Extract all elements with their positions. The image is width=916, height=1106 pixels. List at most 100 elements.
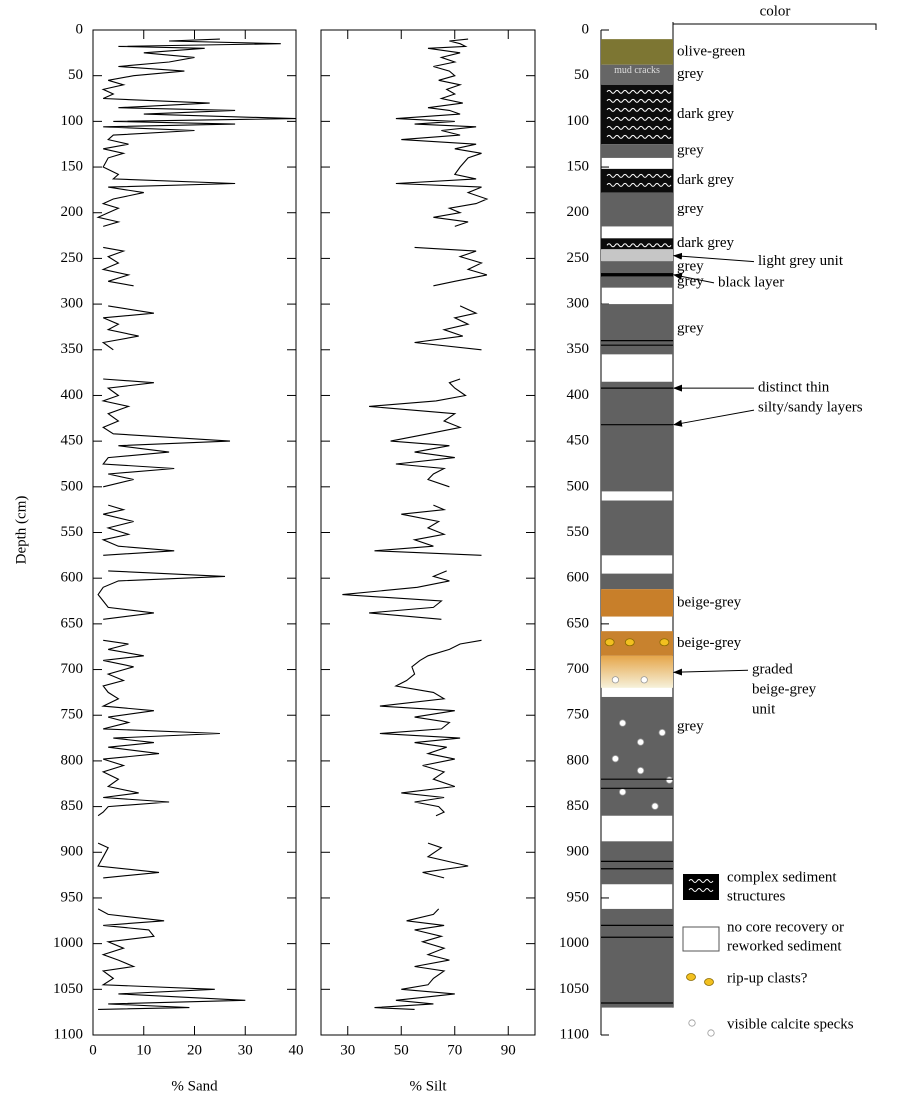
- lithology-unit: [601, 39, 673, 65]
- calcite-speck: [611, 755, 620, 763]
- note-arrow: [673, 272, 715, 284]
- y-tick-label: 450: [61, 433, 84, 449]
- y-tick-label: 800: [567, 752, 590, 768]
- unit-label: dark grey: [677, 106, 735, 122]
- wave-pattern: [606, 116, 672, 121]
- lithology-unit: [601, 381, 673, 492]
- calcite-speck: [658, 728, 666, 737]
- wave-pattern: [606, 125, 672, 130]
- y-tick-label: 850: [567, 798, 590, 814]
- x-axis-label: % Sand: [171, 1078, 218, 1094]
- y-tick-label: 650: [567, 615, 590, 631]
- x-tick-label: 50: [394, 1042, 409, 1058]
- y-tick-label: 0: [582, 21, 590, 37]
- legend-text: complex sediment: [727, 869, 837, 885]
- lithology-unit: [601, 304, 673, 355]
- profile-line: [96, 38, 297, 1010]
- y-tick-label: 150: [61, 158, 84, 174]
- x-tick-label: 30: [238, 1042, 253, 1058]
- y-tick-label: 500: [567, 478, 590, 494]
- note-text: graded: [752, 662, 793, 678]
- note-text: beige-grey: [752, 682, 817, 698]
- unit-inner-label: mud cracks: [614, 65, 660, 76]
- y-tick-label: 1000: [53, 935, 83, 951]
- y-tick-label: 900: [61, 844, 84, 860]
- calcite-speck: [640, 676, 648, 684]
- unit-label: grey: [677, 321, 704, 337]
- unit-label: dark grey: [677, 235, 735, 251]
- unit-label: grey: [677, 66, 704, 82]
- y-tick-label: 400: [61, 387, 84, 403]
- unit-label: beige-grey: [677, 635, 742, 651]
- note-arrow: [673, 252, 755, 263]
- note-arrow: [673, 668, 749, 676]
- unit-label: grey: [677, 274, 704, 290]
- wave-pattern: [688, 879, 714, 883]
- calcite-speck: [636, 766, 645, 775]
- y-tick-label: 1100: [54, 1026, 83, 1042]
- lithology-unit: [601, 249, 673, 262]
- note-text: unit: [752, 702, 776, 718]
- legend-text: no core recovery or: [727, 919, 844, 935]
- legend-text: structures: [727, 888, 785, 904]
- rip-up-clast: [659, 638, 670, 647]
- lithology-unit: [601, 655, 673, 688]
- legend-text: rip-up clasts?: [727, 970, 808, 986]
- y-tick-label: 500: [61, 478, 84, 494]
- note-text: distinct thin: [758, 380, 830, 396]
- wave-pattern: [606, 89, 672, 94]
- lithology-unit: [601, 168, 673, 193]
- y-tick-label: 200: [567, 204, 590, 220]
- x-tick-label: 30: [340, 1042, 355, 1058]
- calcite-speck: [618, 719, 627, 727]
- calcite-speck: [636, 738, 645, 746]
- y-tick-label: 900: [567, 844, 590, 860]
- y-tick-label: 350: [567, 341, 590, 357]
- y-tick-label: 250: [567, 250, 590, 266]
- y-tick-label: 950: [567, 889, 590, 905]
- header-bracket: [672, 23, 877, 30]
- lithology-unit: [601, 84, 673, 145]
- y-tick-label: 1000: [559, 935, 589, 951]
- y-tick-label: 700: [61, 661, 84, 677]
- calcite-speck: [618, 788, 627, 796]
- note-text: black layer: [718, 274, 784, 290]
- lithology-unit: [601, 192, 673, 227]
- unit-label: beige-grey: [677, 594, 742, 610]
- lithology-unit: [601, 238, 673, 250]
- x-tick-label: 0: [89, 1042, 97, 1058]
- y-tick-label: 400: [567, 387, 590, 403]
- lithology-unit: [601, 144, 673, 158]
- y-tick-label: 450: [567, 433, 590, 449]
- y-tick-label: 1100: [560, 1026, 589, 1042]
- lithology-unit: [601, 64, 673, 85]
- calcite-speck: [688, 1019, 696, 1027]
- calcite-speck: [611, 676, 620, 684]
- x-tick-label: 10: [136, 1042, 151, 1058]
- y-tick-label: 1050: [559, 981, 589, 997]
- y-tick-label: 550: [61, 524, 84, 540]
- y-tick-label: 350: [61, 341, 84, 357]
- calcite-speck: [651, 802, 659, 810]
- y-tick-label: 750: [61, 707, 84, 723]
- x-tick-label: 70: [447, 1042, 462, 1058]
- rip-up-clast: [686, 973, 696, 981]
- lithology-unit: [601, 500, 673, 556]
- unit-label: dark grey: [677, 172, 735, 188]
- rip-up-clast: [604, 638, 615, 647]
- y-tick-label: 1050: [53, 981, 83, 997]
- lithology-unit: [601, 276, 673, 288]
- wave-pattern: [606, 98, 672, 103]
- y-tick-label: 800: [61, 752, 84, 768]
- wave-pattern: [606, 182, 672, 187]
- y-axis-label: Depth (cm): [13, 496, 29, 565]
- y-tick-label: 600: [61, 570, 84, 586]
- unit-label: olive-green: [677, 43, 746, 59]
- y-tick-label: 300: [61, 296, 84, 312]
- unit-label: grey: [677, 142, 704, 158]
- lithology-unit: [601, 589, 673, 617]
- y-tick-label: 700: [567, 661, 590, 677]
- lithology-unit: [601, 261, 673, 274]
- column-header: color: [760, 3, 791, 19]
